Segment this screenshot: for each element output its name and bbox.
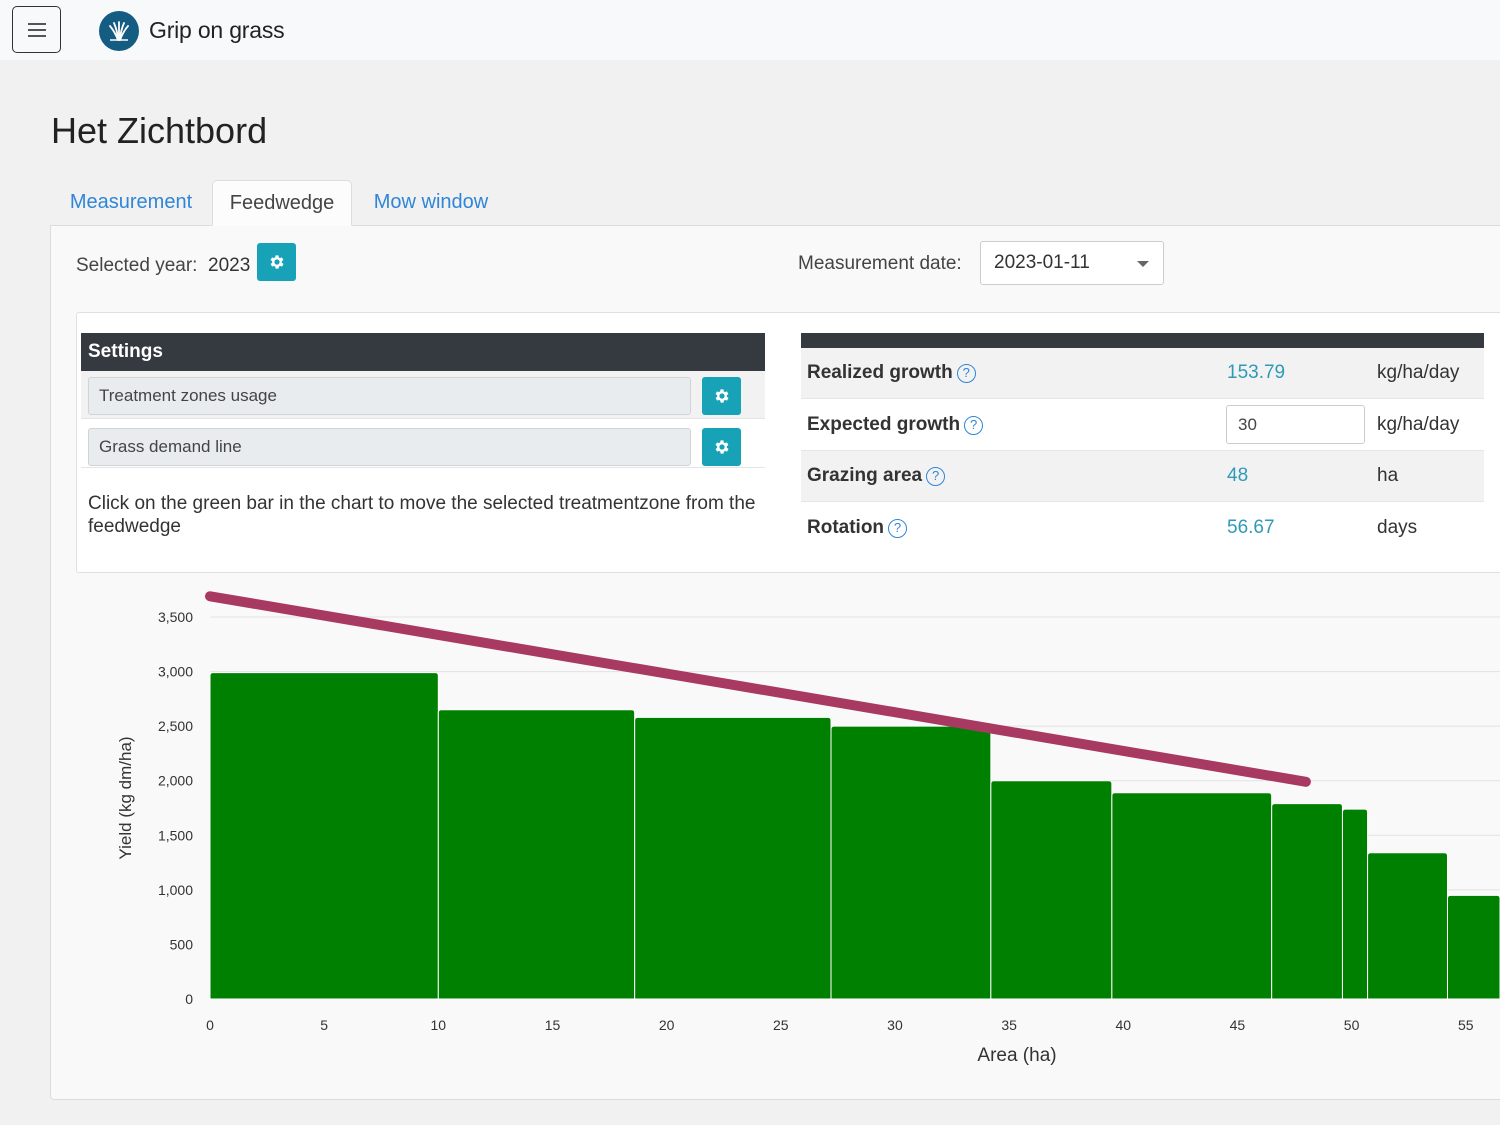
- y-tick-label: 500: [170, 936, 194, 952]
- x-axis-label: Area (ha): [977, 1045, 1056, 1066]
- x-tick-label: 15: [545, 1017, 561, 1033]
- feedwedge-bar[interactable]: [209, 672, 439, 1000]
- hamburger-menu-button[interactable]: [12, 6, 61, 53]
- tab-feedwedge[interactable]: Feedwedge: [212, 180, 352, 226]
- measurement-date-value: 2023-01-11: [994, 252, 1090, 273]
- x-tick-label: 40: [1115, 1017, 1131, 1033]
- stat-row-realized-growth: Realized growth? 153.79 kg/ha/day: [801, 348, 1484, 399]
- x-tick-label: 5: [320, 1017, 328, 1033]
- feedwedge-bar[interactable]: [634, 716, 832, 1000]
- y-axis-label: Yield (kg dm/ha): [116, 736, 135, 859]
- stat-row-expected-growth: Expected growth? kg/ha/day: [801, 400, 1484, 451]
- chart-hint-text: Click on the green bar in the chart to m…: [88, 493, 756, 537]
- x-tick-label: 45: [1230, 1017, 1246, 1033]
- expected-growth-input[interactable]: [1226, 405, 1365, 444]
- settings-header: Settings: [81, 333, 765, 371]
- x-tick-label: 25: [773, 1017, 789, 1033]
- stats-table-header: [801, 333, 1484, 348]
- rotation-unit: days: [1377, 517, 1418, 538]
- y-tick-label: 2,500: [158, 718, 193, 734]
- top-navbar: [0, 0, 1500, 60]
- help-icon[interactable]: ?: [888, 518, 908, 538]
- feedwedge-bar[interactable]: [990, 780, 1113, 1000]
- x-tick-label: 0: [206, 1017, 214, 1033]
- gear-icon: [270, 255, 284, 269]
- measurement-date-label: Measurement date:: [798, 253, 962, 274]
- help-icon[interactable]: ?: [926, 466, 946, 486]
- help-icon[interactable]: ?: [956, 363, 976, 383]
- stat-row-rotation: Rotation? 56.67 days: [801, 503, 1484, 554]
- feedwedge-bar[interactable]: [1446, 894, 1500, 1000]
- feedwedge-bar[interactable]: [1111, 792, 1273, 1000]
- rotation-label: Rotation?: [807, 517, 908, 539]
- grazing-area-value: 48: [1227, 465, 1249, 486]
- brand-name[interactable]: Grip on grass: [149, 17, 285, 43]
- y-tick-label: 3,500: [158, 609, 193, 625]
- x-tick-label: 20: [659, 1017, 675, 1033]
- feedwedge-bar[interactable]: [437, 709, 636, 1000]
- x-tick-label: 35: [1001, 1017, 1017, 1033]
- grass-logo-icon: [99, 11, 139, 51]
- rotation-value: 56.67: [1227, 517, 1275, 538]
- feedwedge-bar[interactable]: [1341, 808, 1369, 1000]
- realized-growth-unit: kg/ha/day: [1377, 362, 1460, 383]
- expected-growth-label: Expected growth?: [807, 414, 984, 436]
- page-title: Het Zichtbord: [51, 110, 268, 151]
- realized-growth-value: 153.79: [1227, 362, 1286, 383]
- stat-row-grazing-area: Grazing area? 48 ha: [801, 451, 1484, 502]
- feedwedge-bar[interactable]: [1367, 852, 1448, 1000]
- treatment-zones-usage-field: Treatment zones usage: [88, 377, 691, 415]
- realized-growth-label: Realized growth?: [807, 362, 976, 384]
- hamburger-icon: [27, 22, 46, 37]
- grass-demand-settings-button[interactable]: [702, 428, 741, 466]
- y-tick-label: 2,000: [158, 773, 193, 789]
- treatment-zones-settings-button[interactable]: [702, 377, 741, 415]
- selected-year-value: 2023: [208, 255, 251, 276]
- expected-growth-unit: kg/ha/day: [1377, 414, 1460, 435]
- grass-demand-line-field: Grass demand line: [88, 428, 691, 466]
- x-tick-label: 30: [887, 1017, 903, 1033]
- grazing-area-unit: ha: [1377, 465, 1399, 486]
- gear-icon: [715, 389, 729, 403]
- x-tick-label: 10: [431, 1017, 447, 1033]
- grazing-area-label: Grazing area?: [807, 465, 946, 487]
- gear-icon: [715, 440, 729, 454]
- selected-year-label: Selected year:: [76, 255, 198, 276]
- y-tick-label: 0: [185, 991, 193, 1007]
- tab-measurement[interactable]: Measurement: [69, 191, 193, 213]
- feedwedge-bar[interactable]: [830, 725, 992, 1000]
- help-icon[interactable]: ?: [964, 415, 984, 435]
- year-settings-button[interactable]: [257, 243, 296, 281]
- y-tick-label: 1,000: [158, 882, 193, 898]
- x-tick-label: 50: [1344, 1017, 1360, 1033]
- measurement-date-select[interactable]: 2023-01-11: [980, 241, 1164, 285]
- y-tick-label: 1,500: [158, 827, 193, 843]
- y-tick-label: 3,000: [158, 664, 193, 680]
- x-tick-label: 55: [1458, 1017, 1474, 1033]
- tab-mow-window[interactable]: Mow window: [373, 191, 489, 213]
- grass-demand-line: [205, 591, 1311, 787]
- chevron-down-icon: [1137, 261, 1149, 267]
- feedwedge-bar[interactable]: [1271, 803, 1343, 1000]
